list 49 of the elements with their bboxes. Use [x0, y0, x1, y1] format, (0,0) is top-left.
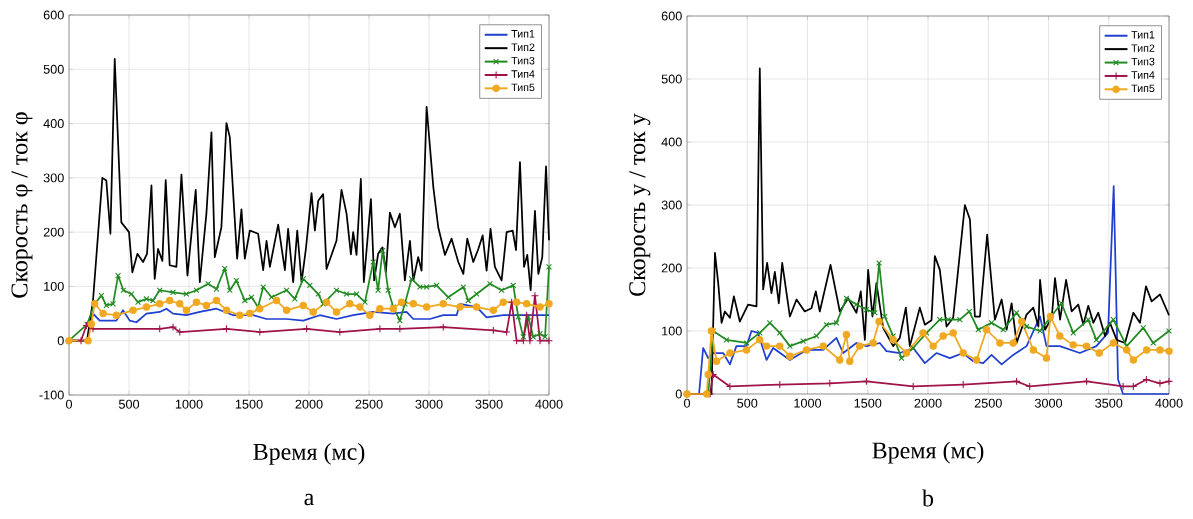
x-tick-label: 3000	[415, 399, 443, 409]
legend-label: Тип3	[1131, 57, 1155, 66]
y-tick-label: 500	[661, 74, 682, 84]
y-tick-label: 100	[662, 326, 682, 336]
y-tick-label: 600	[43, 10, 64, 20]
x-tick-label: 4000	[535, 399, 563, 409]
y-tick-label: 100	[44, 281, 64, 291]
x-tick-label: 1000	[175, 399, 203, 409]
x-tick-label: 0	[683, 398, 691, 408]
legend-label: Тип5	[511, 83, 535, 92]
x-tick-label: 500	[737, 398, 758, 408]
text: b	[922, 489, 934, 507]
x-tick-label: 500	[118, 399, 140, 409]
legend-label: Тип1	[1131, 31, 1155, 39]
x-tick-label: 0	[65, 399, 73, 409]
y-tick-label: 300	[43, 173, 64, 183]
x-tick-label: 2500	[974, 398, 1002, 408]
y-tick-label: 200	[661, 263, 682, 273]
x-tick-label: 2000	[914, 398, 942, 408]
y-tick-label: 0	[675, 389, 682, 399]
y-axis-title: Скорость y / ток y	[629, 113, 651, 296]
y-tick-label: 600	[661, 11, 682, 21]
y-tick-label: -100	[39, 390, 64, 400]
x-tick-label: 1000	[794, 398, 822, 408]
x-tick-label: 3500	[1095, 398, 1123, 408]
legend-label: Тип4	[1131, 71, 1155, 79]
x-axis-title: Время (мс)	[872, 441, 984, 464]
y-tick-label: 400	[661, 137, 682, 147]
x-tick-label: 3500	[475, 399, 503, 409]
y-tick-label: 200	[43, 227, 64, 237]
x-tick-label: 4000	[1155, 398, 1183, 408]
x-tick-label: 2500	[355, 399, 383, 409]
legend-label: Тип5	[1131, 84, 1155, 93]
x-tick-label: 3000	[1034, 398, 1063, 408]
y-tick-label: 400	[43, 119, 64, 129]
text: a	[304, 493, 315, 506]
x-tick-label: 1500	[854, 398, 882, 408]
x-tick-label: 1500	[235, 399, 263, 409]
legend-label: Тип2	[511, 43, 535, 51]
x-tick-label: 2000	[295, 399, 323, 409]
legend-label: Тип1	[511, 30, 535, 38]
x-axis-title: Время (мс)	[253, 443, 365, 465]
legend-label: Тип2	[1131, 44, 1155, 52]
y-axis-title: Скорость φ / ток φ	[11, 112, 33, 298]
y-tick-label: 0	[57, 336, 64, 346]
legend-label: Тип3	[511, 56, 535, 65]
legend-label: Тип4	[511, 70, 535, 78]
y-tick-label: 500	[43, 64, 64, 74]
y-tick-label: 300	[661, 200, 682, 210]
